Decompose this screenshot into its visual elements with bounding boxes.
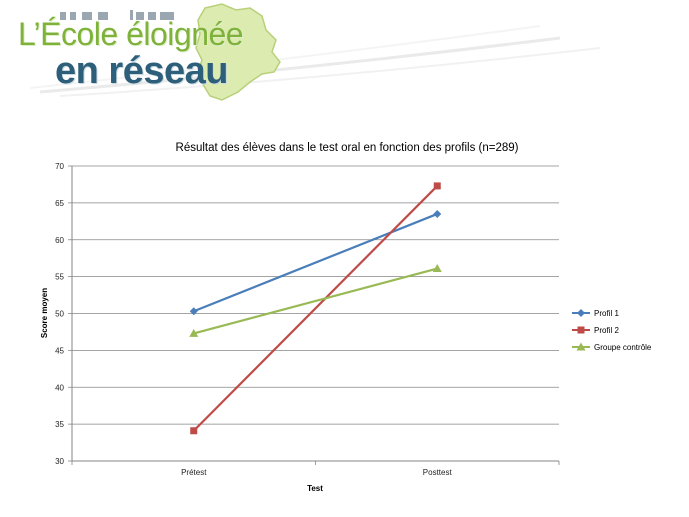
legend-item: Profil 1 bbox=[572, 309, 619, 318]
legend-label: Profil 1 bbox=[594, 309, 619, 318]
logo-graphic bbox=[29, 3, 601, 101]
y-axis-tick-labels: 30 35 40 45 50 55 60 65 70 bbox=[55, 162, 64, 466]
legend-marker bbox=[577, 326, 585, 334]
data-point bbox=[190, 427, 198, 435]
series-line bbox=[193, 267, 438, 335]
data-point bbox=[433, 182, 441, 190]
x-axis-title: Test bbox=[307, 484, 323, 493]
map-icon bbox=[195, 3, 281, 101]
logo-title-line1: L’École éloignée bbox=[18, 16, 244, 52]
y-tick-label: 35 bbox=[55, 420, 64, 429]
series-1 bbox=[189, 209, 442, 316]
y-tick-label: 70 bbox=[55, 162, 64, 171]
data-point bbox=[433, 209, 442, 218]
legend: Profil 1 Profil 2 Groupe contrôle bbox=[572, 309, 652, 352]
x-tick-label: Prétest bbox=[181, 468, 207, 477]
series-line bbox=[192, 185, 439, 432]
series-group bbox=[189, 182, 442, 435]
data-point bbox=[432, 264, 442, 273]
legend-marker bbox=[576, 342, 586, 351]
y-tick-label: 40 bbox=[55, 383, 64, 392]
legend-label: Groupe contrôle bbox=[594, 343, 652, 352]
chart-title: Résultat des élèves dans le test oral en… bbox=[176, 142, 519, 154]
logo-title-line2: en réseau bbox=[55, 50, 228, 92]
y-tick-label: 45 bbox=[55, 346, 64, 355]
y-tick-label: 65 bbox=[55, 199, 64, 208]
data-point bbox=[189, 328, 199, 337]
logo-symbols bbox=[60, 10, 174, 20]
y-tick-label: 30 bbox=[55, 457, 64, 466]
series-3 bbox=[189, 264, 442, 337]
grid-lines bbox=[68, 165, 560, 465]
y-axis-title: Score moyen bbox=[40, 288, 49, 338]
y-tick-label: 50 bbox=[55, 310, 64, 319]
y-tick-label: 55 bbox=[55, 273, 64, 282]
series-2 bbox=[190, 182, 441, 435]
x-axis-tick-labels: Prétest Posttest bbox=[181, 468, 452, 477]
data-point bbox=[189, 307, 198, 316]
header-logo: L’École éloignée en réseau bbox=[0, 0, 689, 110]
legend-label: Profil 2 bbox=[594, 326, 619, 335]
legend-item: Groupe contrôle bbox=[572, 342, 652, 352]
logo-swoosh bbox=[29, 25, 601, 97]
series-line bbox=[193, 212, 438, 313]
x-tick-label: Posttest bbox=[423, 468, 453, 477]
legend-item: Profil 2 bbox=[572, 326, 619, 335]
y-tick-label: 60 bbox=[55, 236, 64, 245]
legend-marker bbox=[577, 309, 585, 317]
